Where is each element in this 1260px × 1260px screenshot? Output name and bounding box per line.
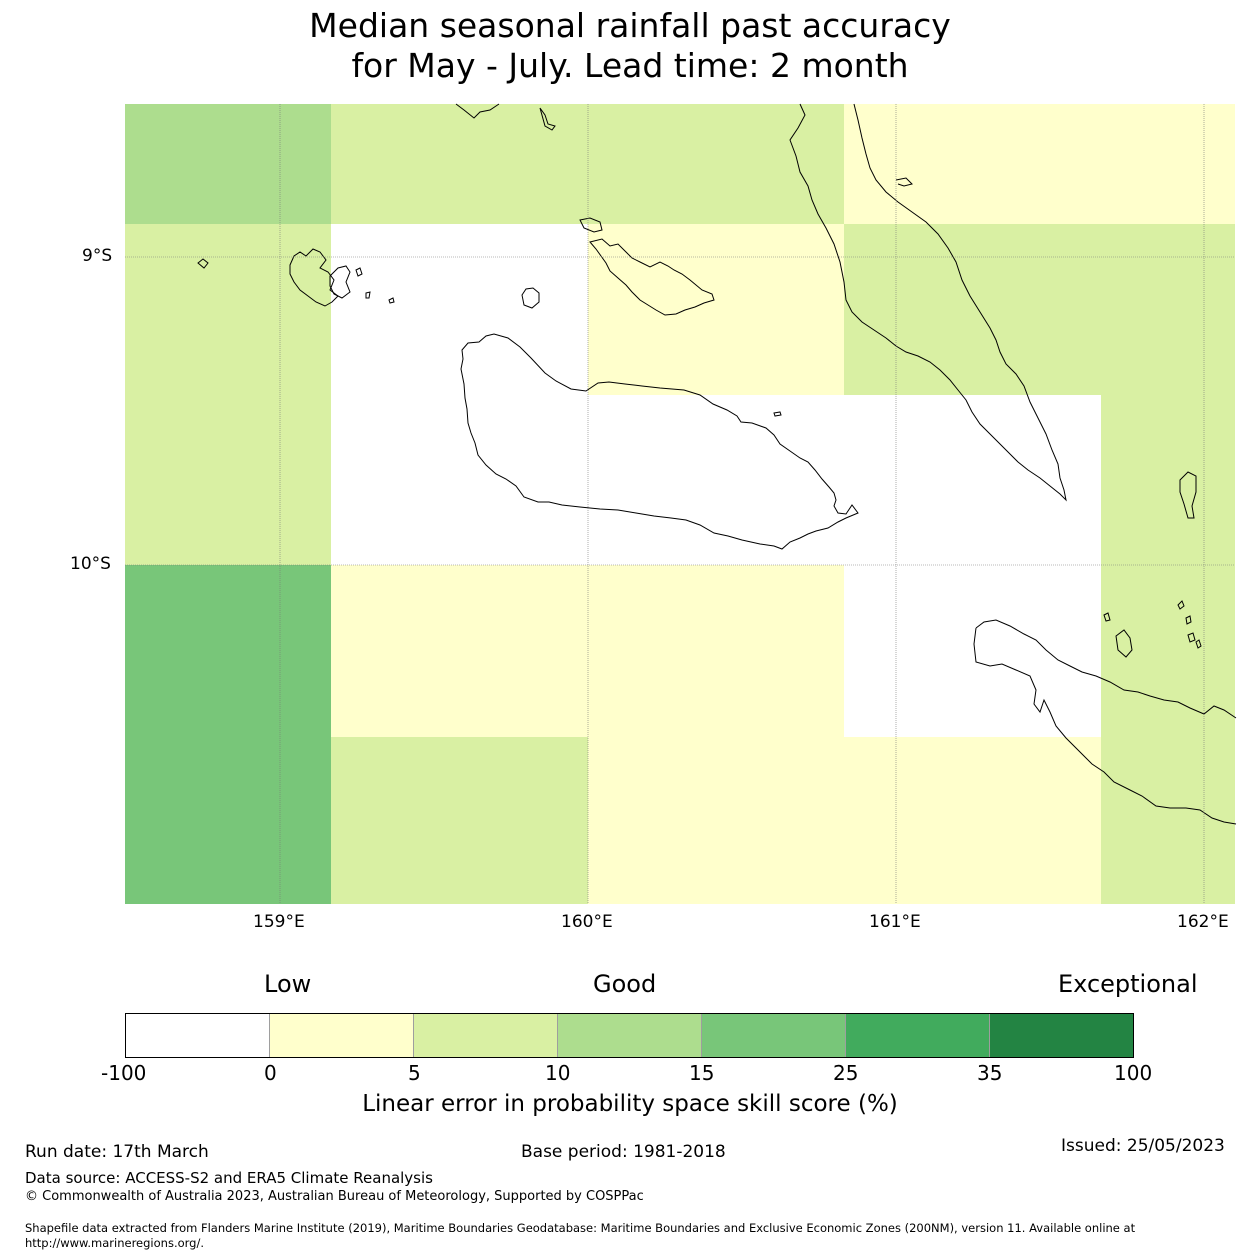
grid-cell-r2-c0: [125, 395, 331, 565]
grid-cell-r2-c1: [331, 395, 588, 565]
colorbar: [125, 1013, 1134, 1058]
grid-cell-r0-c3: [844, 104, 1101, 224]
coastline-makira: [975, 619, 1237, 719]
colorbar-title: Linear error in probability space skill …: [362, 1091, 898, 1117]
colorbar-swatch-5: [845, 1013, 990, 1058]
colorbar-swatch-6: [989, 1013, 1134, 1058]
grid-cell-r2-c2: [588, 395, 844, 565]
coastline-malaita: [789, 103, 1067, 502]
coastline-small-islet: [773, 411, 782, 417]
coastline-east-small-3: [1103, 612, 1111, 622]
coastline-east-small-5: [1195, 639, 1202, 649]
grid-cell-r0-c1: [331, 104, 588, 224]
grid-cell-r4-c3: [844, 737, 1101, 904]
lat-label-9s: 9°S: [82, 246, 113, 266]
grid-cell-r1-c2: [588, 224, 844, 395]
coastline-makira-south: [973, 627, 1237, 825]
grid-cell-r1-c4: [1101, 224, 1235, 395]
colorbar-label-good: Good: [593, 970, 657, 998]
colorbar-tick-0: -100: [101, 1061, 147, 1085]
coastline-small-island-3: [365, 291, 371, 299]
coastline-small-island-2: [355, 267, 363, 277]
grid-cell-r4-c1: [331, 737, 588, 904]
coastline-guadalcanal: [460, 333, 859, 550]
colorbar-tick-5: 25: [833, 1061, 859, 1085]
grid-cell-r3-c0: [125, 565, 331, 737]
title-line-2: for May - July. Lead time: 2 month: [351, 46, 909, 85]
graticule: [125, 104, 1235, 904]
rainfall-skill-map: [125, 103, 1237, 904]
colorbar-tick-7: 100: [1114, 1061, 1153, 1085]
coastline-new-georgia-north: [455, 103, 500, 119]
grid-cell-r3-c2: [588, 565, 844, 737]
grid-cell-r0-c4: [1101, 104, 1235, 224]
grid-cell-r4-c2: [588, 737, 844, 904]
colorbar-tick-1: 0: [264, 1061, 277, 1085]
colorbar-tick-4: 15: [689, 1061, 715, 1085]
coastline-russell-islands: [289, 248, 339, 307]
coastline-russell-east: [329, 265, 351, 299]
grid-cell-r3-c4: [1101, 565, 1235, 737]
lon-label-160e: 160°E: [561, 912, 613, 932]
shapefile-credit-line-2: http://www.marineregions.org/.: [25, 1236, 204, 1250]
grid-cell-r2-c3: [844, 395, 1101, 565]
grid-cell-r1-c0: [125, 224, 331, 395]
lon-label-159e: 159°E: [253, 912, 305, 932]
coastline-east-small-4: [1187, 632, 1196, 643]
lat-label-10s: 10°S: [70, 554, 111, 574]
coastline-east-islet: [1179, 471, 1197, 519]
grid-cell-r3-c3: [844, 565, 1101, 737]
chart-title: Median seasonal rainfall past accuracy f…: [0, 6, 1260, 86]
grid-cell-r3-c1: [331, 565, 588, 737]
grid-cell-r1-c1: [331, 224, 588, 395]
coastline-savo: [521, 287, 540, 309]
coastline-small-island-1: [197, 258, 209, 269]
coastline-florida-islands: [589, 238, 715, 316]
grid-cell-r4-c4: [1101, 737, 1235, 904]
coastline-malaita-inlet: [895, 177, 913, 187]
coastline-east-small-6: [1115, 629, 1133, 658]
colorbar-swatch-3: [557, 1013, 702, 1058]
grid-cell-r2-c4: [1101, 395, 1235, 565]
colorbar-frame: [125, 1013, 1134, 1058]
colorbar-swatch-4: [701, 1013, 846, 1058]
copyright: © Commonwealth of Australia 2023, Austra…: [25, 1189, 644, 1204]
base-period: Base period: 1981-2018: [521, 1142, 726, 1162]
shapefile-credit-line-1: Shapefile data extracted from Flanders M…: [25, 1221, 1136, 1235]
coastline-east-small-2: [1185, 615, 1192, 625]
lon-label-161e: 161°E: [869, 912, 921, 932]
coastlines: [197, 103, 1237, 825]
colorbar-swatch-2: [413, 1013, 558, 1058]
colorbar-tick-3: 10: [545, 1061, 571, 1085]
colorbar-swatch-1: [269, 1013, 414, 1058]
data-source: Data source: ACCESS-S2 and ERA5 Climate …: [25, 1169, 433, 1187]
grid-cell-r1-c3: [844, 224, 1101, 395]
grid-cell-r4-c0: [125, 737, 331, 904]
colorbar-tick-2: 5: [408, 1061, 421, 1085]
skill-grid: [125, 104, 1235, 904]
coastline-small-island-north: [539, 107, 556, 131]
grid-cell-r0-c0: [125, 104, 331, 224]
colorbar-swatch-0: [125, 1013, 270, 1058]
colorbar-label-low: Low: [264, 970, 312, 998]
title-line-1: Median seasonal rainfall past accuracy: [309, 6, 951, 45]
coastline-small-island-4: [388, 297, 395, 304]
run-date: Run date: 17th March: [25, 1142, 209, 1162]
coastline-east-small-1: [1177, 600, 1185, 610]
grid-cell-r0-c2: [588, 104, 844, 224]
colorbar-label-exceptional: Exceptional: [1058, 970, 1198, 998]
colorbar-tick-6: 35: [977, 1061, 1003, 1085]
issued-date: Issued: 25/05/2023: [1061, 1136, 1225, 1156]
lon-label-162e: 162°E: [1177, 912, 1229, 932]
coastline-north-islet: [579, 217, 603, 233]
